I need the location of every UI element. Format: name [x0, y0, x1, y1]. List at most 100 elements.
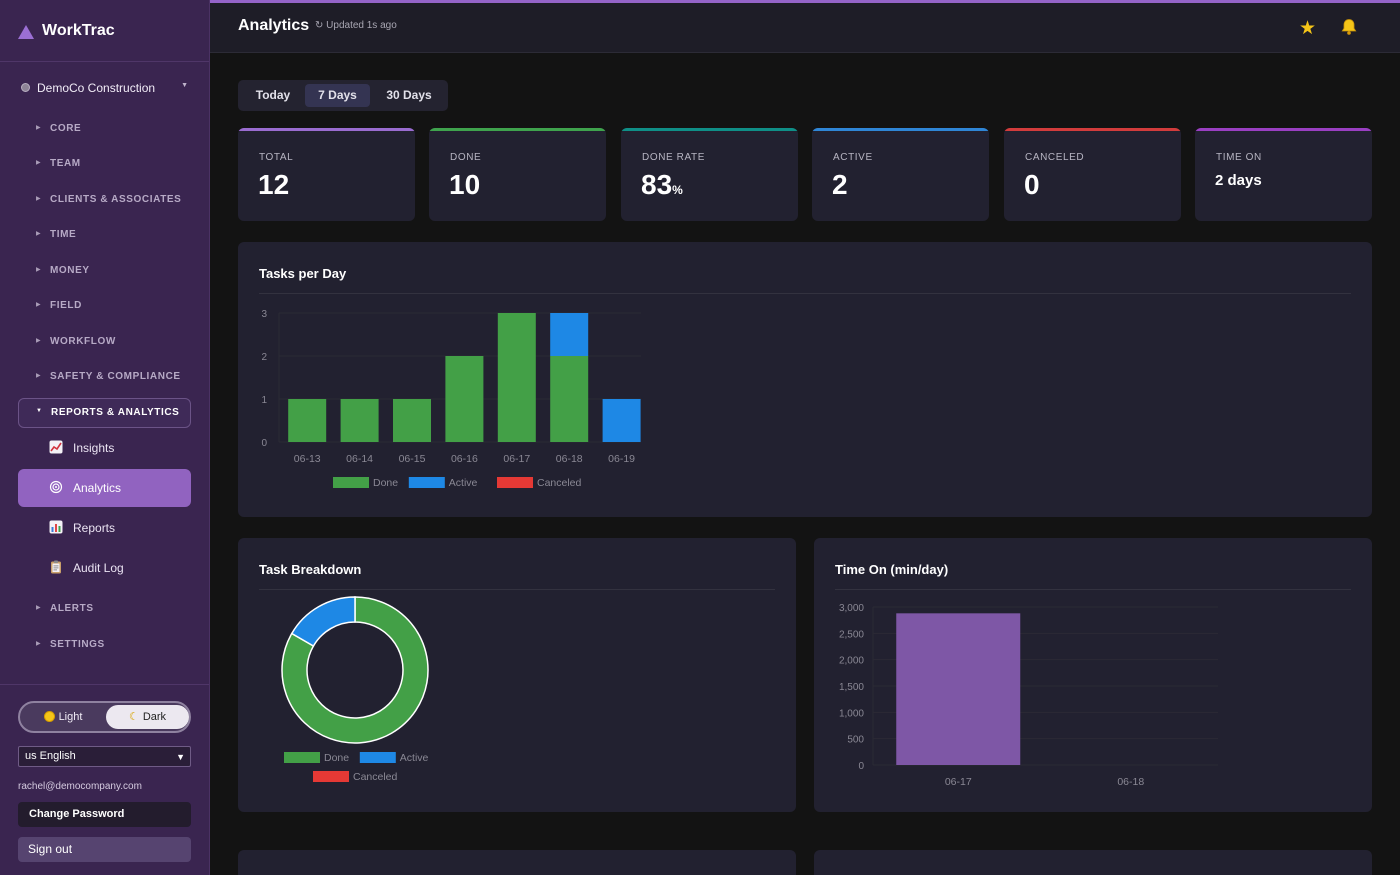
tasks-per-day-card: Tasks per Day 0 1 2 3 06-13 06-14 06-15 06-16 06… — [238, 242, 1372, 517]
page-title: Analytics — [238, 17, 310, 34]
card-title: Task Breakdown — [259, 562, 362, 577]
x-tick-label: 06-18 — [1117, 776, 1144, 788]
theme-dark-option[interactable]: ☾ Dark — [106, 705, 189, 729]
y-tick-label: 3 — [261, 309, 267, 320]
legend-label: Done — [324, 752, 349, 764]
y-tick-label: 3,000 — [839, 603, 864, 614]
theme-light-option[interactable]: Light — [22, 705, 105, 729]
user-email: rachel@democompany.com — [18, 781, 142, 792]
sidebar-section-label: CORE — [50, 123, 82, 134]
legend-label: Done — [373, 477, 398, 489]
y-tick-label: 500 — [847, 735, 864, 746]
legend-label: Active — [400, 752, 429, 764]
kpi-card-done: DONE 10 — [429, 128, 606, 221]
x-tick-label: 06-19 — [608, 453, 635, 465]
next-card-left — [238, 850, 796, 875]
caret-right-icon: ▶ — [36, 160, 41, 166]
caret-down-icon: ▼ — [36, 408, 42, 414]
legend-swatch — [408, 477, 445, 488]
star-icon[interactable]: ★ — [1299, 18, 1317, 39]
sidebar-item-insights[interactable]: Insights — [18, 429, 191, 467]
kpi-card-time-on: TIME ON 2 days — [1195, 128, 1372, 221]
kpi-card-active: ACTIVE 2 — [812, 128, 989, 221]
legend-swatch — [284, 752, 320, 763]
org-name: DemoCo Construction — [37, 81, 156, 95]
y-tick-label: 2,000 — [839, 656, 864, 667]
kpi-label: ACTIVE — [833, 152, 873, 163]
sidebar-section-workflow[interactable]: ▶ WORKFLOW — [18, 327, 191, 357]
caret-right-icon: ▶ — [36, 605, 41, 611]
divider — [259, 589, 775, 590]
kpi-accent-bar — [1195, 128, 1372, 131]
kpi-value-wrap: 83% — [641, 169, 683, 201]
kpi-accent-bar — [812, 128, 989, 131]
sidebar-section-clients[interactable]: ▶ CLIENTS & ASSOCIATES — [18, 185, 191, 215]
time-on-card: Time On (min/day) 0 500 1,000 1,500 2,000 2,5… — [814, 538, 1372, 812]
kpi-label: DONE — [450, 152, 482, 163]
x-tick-label: 06-16 — [451, 453, 478, 465]
sidebar-item-reports[interactable]: Reports — [18, 509, 191, 547]
sidebar-footer: Light ☾ Dark us English ▼ rachel@democomp… — [0, 684, 209, 875]
y-tick-label: 1,500 — [839, 682, 864, 693]
sidebar-item-label: Reports — [73, 521, 116, 535]
bar-done — [445, 356, 484, 442]
x-tick-label: 06-17 — [945, 776, 972, 788]
bell-icon[interactable] — [1340, 18, 1358, 36]
brand-name: WorkTrac — [42, 22, 115, 39]
kpi-accent-bar — [238, 128, 415, 131]
kpi-card-canceled: CANCELED 0 — [1004, 128, 1181, 221]
sidebar-section-time[interactable]: ▶ TIME — [18, 220, 191, 250]
sidebar-section-label: MONEY — [50, 265, 90, 276]
y-tick-label: 1 — [261, 395, 267, 406]
sidebar-section-core[interactable]: ▶ CORE — [18, 114, 191, 144]
sidebar: WorkTrac DemoCo Construction ▼ ▶ CORE ▶ … — [0, 0, 210, 875]
tab-7-days[interactable]: 7 Days — [305, 84, 370, 107]
logo-icon — [18, 25, 34, 39]
org-switcher[interactable]: DemoCo Construction ▼ — [20, 80, 192, 96]
x-tick-label: 06-17 — [503, 453, 530, 465]
sidebar-section-alerts[interactable]: ▶ ALERTS — [18, 594, 191, 624]
chevron-down-icon: ▼ — [181, 82, 188, 89]
sidebar-section-safety[interactable]: ▶ SAFETY & COMPLIANCE — [18, 362, 191, 392]
chart-up-icon — [49, 440, 63, 454]
kpi-value: 2 days — [1215, 172, 1262, 189]
theme-light-label: Light — [58, 711, 83, 723]
kpi-label: DONE RATE — [642, 152, 705, 163]
sidebar-item-label: Insights — [73, 441, 115, 455]
date-range-tabs: Today 7 Days 30 Days — [238, 80, 448, 111]
theme-toggle[interactable]: Light ☾ Dark — [18, 701, 191, 733]
sidebar-item-audit-log[interactable]: Audit Log — [18, 549, 191, 587]
sidebar-section-money[interactable]: ▶ MONEY — [18, 256, 191, 286]
sidebar-item-analytics[interactable]: Analytics — [18, 469, 191, 507]
tab-30-days[interactable]: 30 Days — [386, 88, 432, 102]
change-password-button[interactable]: Change Password — [18, 802, 191, 827]
card-title: Tasks per Day — [259, 266, 347, 281]
caret-right-icon: ▶ — [36, 641, 41, 647]
sidebar-section-settings[interactable]: ▶ SETTINGS — [18, 630, 191, 660]
legend-swatch — [497, 477, 533, 488]
sidebar-section-label: CLIENTS & ASSOCIATES — [50, 194, 182, 205]
sidebar-section-reports[interactable]: ▼ REPORTS & ANALYTICS — [18, 398, 191, 428]
tab-today[interactable]: Today — [255, 88, 291, 102]
sidebar-section-label: TEAM — [50, 158, 81, 169]
kpi-value: 83 — [641, 169, 673, 200]
tasks-per-day-chart: 0 1 2 3 06-13 06-14 06-15 06-16 06-17 06-18 06-19 D… — [261, 309, 641, 489]
brand[interactable]: WorkTrac — [0, 0, 209, 62]
sign-out-button[interactable]: Sign out — [18, 837, 191, 862]
donut-slice-active — [290, 596, 356, 648]
sidebar-section-team[interactable]: ▶ TEAM — [18, 149, 191, 179]
y-tick-label: 1,000 — [839, 708, 864, 719]
clipboard-icon — [49, 560, 63, 574]
caret-right-icon: ▶ — [36, 196, 41, 202]
divider — [259, 293, 1351, 294]
target-icon — [49, 480, 63, 494]
legend-label: Canceled — [537, 477, 582, 489]
bar-done — [288, 399, 327, 442]
kpi-value: 2 — [832, 169, 848, 200]
x-tick-label: 06-14 — [346, 453, 373, 465]
org-dot-icon — [21, 83, 30, 92]
language-select[interactable]: us English ▼ — [18, 746, 191, 767]
sidebar-section-field[interactable]: ▶ FIELD — [18, 291, 191, 321]
bar-done — [497, 313, 536, 442]
